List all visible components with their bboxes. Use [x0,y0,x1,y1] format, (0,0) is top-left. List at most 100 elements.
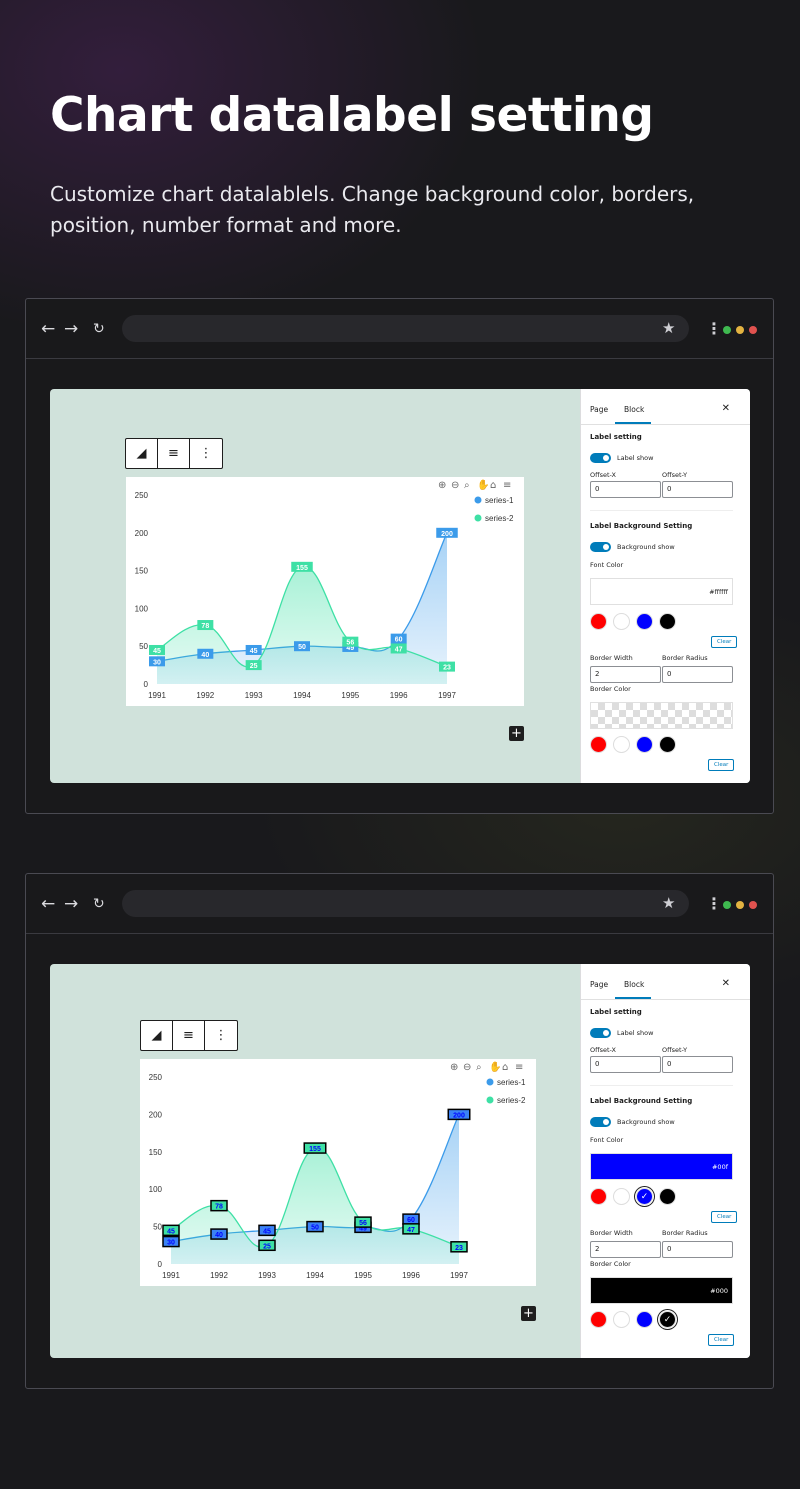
menu-icon[interactable]: ≡ [515,1062,523,1073]
zoom-in-icon[interactable]: ⊕ [450,1062,458,1073]
home-icon[interactable]: ⌂ [490,480,496,491]
label-setting-heading: Label setting [590,433,642,441]
window-dot-green[interactable] [723,326,731,334]
y-tick-label: 0 [158,1260,163,1269]
reload-icon[interactable]: ↻ [93,896,105,912]
clear-border-color-button[interactable]: Clear [708,759,735,771]
close-icon[interactable]: ✕ [721,403,730,414]
hero-subtitle: Customize chart datalablels. Change back… [50,182,695,237]
offset-y-input[interactable]: 0 [662,481,733,498]
bg-setting-heading: Label Background Setting [590,1097,693,1105]
border-color-option[interactable] [590,1311,607,1328]
chart-type-icon[interactable]: ◢ [141,1021,173,1050]
menu-icon[interactable]: ≡ [503,480,511,491]
border-width-label: Border Width [590,654,633,662]
offset-y-input[interactable]: 0 [662,1056,733,1073]
arrow-left-icon[interactable]: ← [41,894,56,914]
clear-font-color-button[interactable]: Clear [711,1211,738,1223]
clear-font-color-button[interactable]: Clear [711,636,738,648]
window-dot-red[interactable] [749,901,757,909]
tab-block[interactable]: Block [624,980,645,989]
data-label: 50 [311,1225,319,1232]
tab-page[interactable]: Page [590,405,609,414]
pan-hand-icon[interactable]: ✋ [477,478,489,491]
data-label-box [149,644,165,655]
border-color-option[interactable]: ✓ [659,1311,676,1328]
tab-page[interactable]: Page [590,980,609,989]
border-radius-input[interactable]: 0 [662,666,733,683]
arrow-left-icon[interactable]: ← [41,319,56,339]
data-label-box [354,1216,372,1228]
align-icon[interactable]: ≡ [173,1021,205,1050]
chart-type-icon[interactable]: ◢ [126,439,158,468]
font-color-swatch[interactable]: #00f [590,1153,733,1180]
font-color-option[interactable] [613,1188,630,1205]
data-label-box [210,1199,228,1212]
chart: 0 50 100 150 200 250 1991 1992 1993 1994 1995 1996 1… [126,477,524,706]
font-color-option[interactable]: ✓ [636,1188,653,1205]
star-icon[interactable]: ★ [662,894,676,912]
tab-block[interactable]: Block [624,405,645,414]
kebab-icon[interactable]: ⋮ [706,894,722,913]
zoom-out-icon[interactable]: ⊖ [463,1062,471,1073]
address-bar[interactable] [122,315,689,342]
data-label-box [303,1142,327,1154]
label-show-toggle[interactable] [590,453,611,463]
font-color-option[interactable] [659,613,676,630]
kebab-icon[interactable]: ⋮ [706,319,722,338]
font-color-option[interactable] [636,613,653,630]
divider [590,1085,733,1086]
border-color-option[interactable] [613,736,630,753]
magnifier-icon[interactable]: ⌕ [476,1062,482,1073]
data-label-box [436,527,458,538]
font-color-option[interactable] [659,1188,676,1205]
window-dot-green[interactable] [723,901,731,909]
magnifier-icon[interactable]: ⌕ [464,480,470,491]
address-bar[interactable] [122,890,689,917]
border-width-input[interactable]: 2 [590,1241,661,1258]
add-block-button[interactable]: + [509,726,524,741]
star-icon[interactable]: ★ [662,319,676,337]
font-color-swatch[interactable]: #ffffff [590,578,733,605]
more-options-icon[interactable]: ⋮ [214,1028,228,1043]
data-label: 47 [407,1227,415,1234]
border-color-option[interactable] [590,736,607,753]
reload-icon[interactable]: ↻ [93,321,105,337]
home-icon[interactable]: ⌂ [502,1062,508,1073]
border-color-swatch[interactable]: #000 [590,1277,733,1304]
align-icon[interactable]: ≡ [158,439,190,468]
pan-hand-icon[interactable]: ✋ [489,1060,501,1073]
block-toolbar: ◢ ≡ ⋮ [125,438,223,469]
border-color-swatch[interactable] [590,702,733,729]
border-width-input[interactable]: 2 [590,666,661,683]
font-color-option[interactable] [613,613,630,630]
label-show-toggle[interactable] [590,1028,611,1038]
zoom-in-icon[interactable]: ⊕ [438,480,446,491]
border-color-option[interactable] [636,1311,653,1328]
editor-canvas: ◢ ≡ ⋮ 0 50 100 150 200 250 1991 1992 1993 1994 199… [50,964,750,1358]
zoom-out-icon[interactable]: ⊖ [451,480,459,491]
background-show-toggle[interactable] [590,542,611,552]
window-dot-yellow[interactable] [736,326,744,334]
border-color-option[interactable] [613,1311,630,1328]
font-color-option[interactable] [590,613,607,630]
more-options-icon[interactable]: ⋮ [199,446,213,461]
border-radius-input[interactable]: 0 [662,1241,733,1258]
offset-x-input[interactable]: 0 [590,1056,661,1073]
arrow-right-icon[interactable]: → [64,319,79,339]
window-dot-yellow[interactable] [736,901,744,909]
y-tick-label: 50 [139,642,148,651]
clear-border-color-button[interactable]: Clear [708,1334,735,1346]
check-icon: ✓ [663,1315,672,1325]
close-icon[interactable]: ✕ [721,978,730,989]
border-color-option[interactable] [636,736,653,753]
add-block-button[interactable]: + [521,1306,536,1321]
window-dot-red[interactable] [749,326,757,334]
background-show-toggle[interactable] [590,1117,611,1127]
arrow-right-icon[interactable]: → [64,894,79,914]
font-color-option[interactable] [590,1188,607,1205]
offset-x-input[interactable]: 0 [590,481,661,498]
chart-svg: 0 50 100 150 200 250 1991 1992 1993 1994 1995 1996 1… [149,1060,526,1280]
data-label-box [342,641,359,652]
border-color-option[interactable] [659,736,676,753]
